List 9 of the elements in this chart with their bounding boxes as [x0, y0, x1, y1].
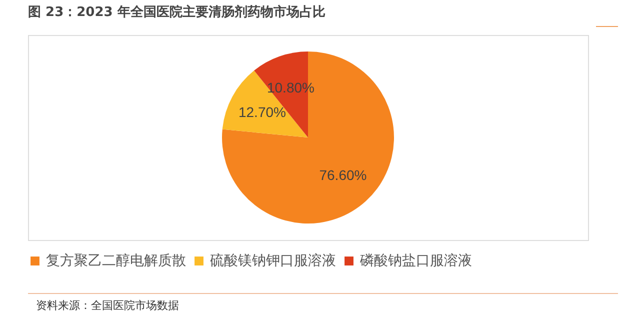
text: 资料来源：全国医院市场数据: [36, 298, 179, 313]
data-label: 12.70%: [238, 104, 286, 120]
legend-label: 磷酸钠盐口服溶液: [359, 253, 472, 269]
legend-label: 复方聚乙二醇电解质散: [46, 253, 186, 269]
pie-slice: [222, 52, 394, 224]
chart-title: 图 23：2023 年全国医院主要清肠剂药物市场占比: [28, 4, 326, 20]
data-label: 10.80%: [266, 79, 314, 96]
legend-label: 硫酸镁钠钾口服溶液: [210, 253, 336, 269]
data-label: 76.60%: [319, 166, 367, 183]
